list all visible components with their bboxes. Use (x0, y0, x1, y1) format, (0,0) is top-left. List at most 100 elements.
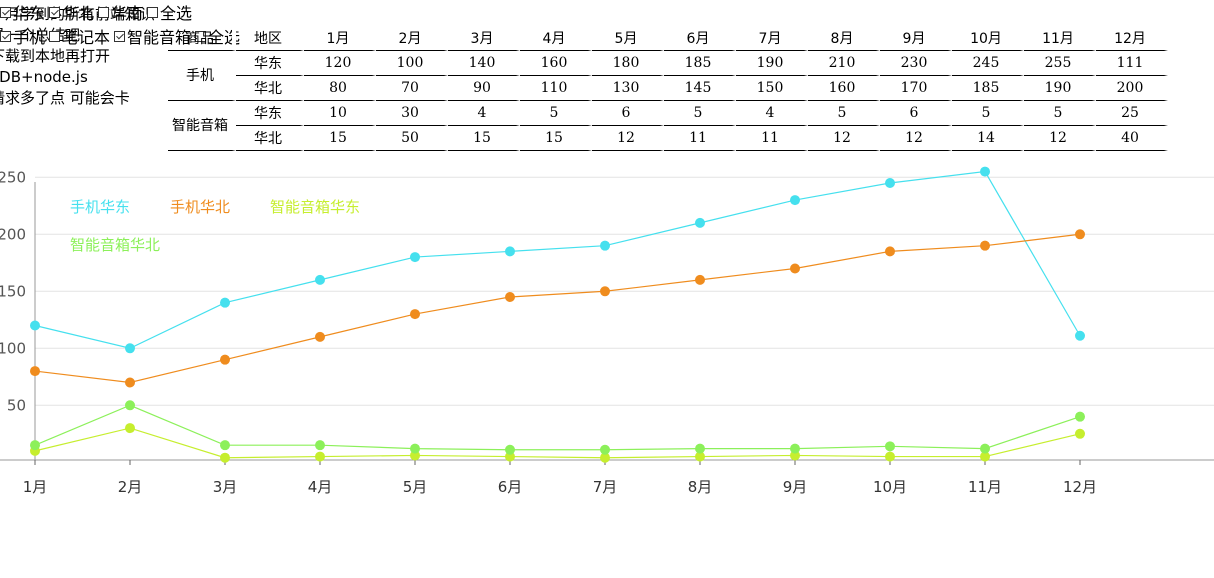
cell-product: 手机 (168, 51, 236, 101)
checkbox-icon[interactable] (147, 6, 159, 18)
product-option[interactable]: 智能音箱 (114, 24, 191, 48)
cell-value: 5 (1024, 101, 1096, 126)
header-month: 8月 (808, 26, 880, 51)
cell-value: 4 (736, 101, 808, 126)
table-row: 手机 华东 120 100 140 160 180 185 190 210 230 245 255 111 (168, 51, 1168, 101)
data-point (885, 451, 895, 462)
cell-value: 230 (880, 51, 952, 76)
header-month: 5月 (592, 26, 664, 51)
data-point (600, 452, 610, 463)
x-tick-label: 3月 (213, 478, 238, 496)
cell-value: 15 (520, 126, 592, 151)
header-month: 6月 (664, 26, 736, 51)
sales-table: 商品 地区 1月 2月 3月 4月 5月 6月 7月 8月 9月 10月 11月 12月 手机 华东 120 10… (168, 26, 1168, 151)
cell-value: 90 (448, 76, 520, 101)
x-tick-label: 11月 (968, 478, 1002, 496)
data-point (220, 452, 230, 463)
header-month: 1月 (304, 26, 376, 51)
data-point (505, 444, 515, 455)
y-tick-label: 100 (0, 339, 26, 357)
header-month: 7月 (736, 26, 808, 51)
data-point (885, 246, 895, 257)
product-option[interactable]: 手机 (0, 24, 45, 48)
region-option[interactable]: 华东 (0, 0, 45, 24)
data-point (1075, 411, 1085, 422)
cell-region: 华东 (236, 101, 304, 126)
note-line: 下载到本地再打开 (0, 47, 111, 65)
x-tick-label: 7月 (593, 478, 618, 496)
table-row: 华北 80 70 90 110 130 145 150 160 170 185 190 200 (168, 76, 1168, 101)
x-tick-label: 2月 (118, 478, 143, 496)
header-month: 10月 (952, 26, 1024, 51)
cell-value: 4 (448, 101, 520, 126)
cell-value: 5 (664, 101, 736, 126)
checkbox-icon[interactable] (0, 6, 11, 18)
note-line: 是一个总结吧 (0, 26, 81, 44)
region-option[interactable]: 华北 (49, 0, 94, 24)
data-point (220, 440, 230, 451)
data-point (125, 423, 135, 434)
y-tick-label: 50 (7, 396, 26, 414)
cell-value: 14 (952, 126, 1024, 151)
data-point (125, 400, 135, 411)
note-line: oDB+node.js (0, 68, 88, 86)
data-point (790, 263, 800, 274)
cell-value: 190 (736, 51, 808, 76)
legend-item: 智能音箱华东 (270, 198, 360, 216)
data-point (1075, 229, 1085, 240)
data-point (410, 450, 420, 461)
data-point (505, 451, 515, 462)
y-tick-label: 200 (0, 225, 26, 243)
cell-value: 6 (592, 101, 664, 126)
cell-value: 185 (952, 76, 1024, 101)
cell-value: 25 (1096, 101, 1168, 126)
data-point (695, 274, 705, 285)
data-point (410, 252, 420, 263)
data-point (980, 443, 990, 454)
series-line (34, 404, 1081, 451)
region-option-label: 华北 (62, 4, 95, 23)
cell-value: 255 (1024, 51, 1096, 76)
checkbox-icon[interactable] (49, 30, 61, 42)
cell-value: 100 (376, 51, 448, 76)
data-point (410, 443, 420, 454)
cell-value: 5 (952, 101, 1024, 126)
x-tick-label: 1月 (23, 478, 48, 496)
cell-value: 12 (808, 126, 880, 151)
x-tick-label: 10月 (873, 478, 907, 496)
cell-value: 145 (664, 76, 736, 101)
cell-value: 190 (1024, 76, 1096, 101)
data-point (220, 297, 230, 308)
cell-product: 智能音箱 (168, 101, 236, 151)
checkbox-icon[interactable] (49, 6, 61, 18)
cell-region: 华东 (236, 51, 304, 76)
cell-value: 5 (520, 101, 592, 126)
series-line (34, 170, 1081, 349)
cell-value: 10 (304, 101, 376, 126)
header-month: 9月 (880, 26, 952, 51)
notes-panel: 个月学到的所有前端知识是一个总结吧下载到本地再打开 oDB+node.js 请求多了… (0, 4, 155, 109)
cell-value: 30 (376, 101, 448, 126)
data-point (315, 451, 325, 462)
checkbox-icon[interactable] (114, 30, 126, 42)
region-option[interactable]: 华南 (98, 0, 143, 24)
product-option[interactable]: 笔记本 (49, 24, 110, 48)
header-month: 2月 (376, 26, 448, 51)
cell-value: 11 (736, 126, 808, 151)
legend-item: 手机华东 (70, 198, 130, 216)
header-month: 4月 (520, 26, 592, 51)
data-point (220, 354, 230, 365)
product-option-label: 智能音箱 (127, 28, 192, 47)
header-month: 12月 (1096, 26, 1168, 51)
region-option[interactable]: 全选 (147, 0, 192, 24)
y-tick-label: 150 (0, 282, 26, 300)
header-product: 商品 (168, 26, 236, 51)
cell-value: 11 (664, 126, 736, 151)
checkbox-icon[interactable] (0, 30, 11, 42)
cell-value: 150 (736, 76, 808, 101)
data-point (505, 246, 515, 257)
data-point (1075, 428, 1085, 439)
header-month: 11月 (1024, 26, 1096, 51)
checkbox-icon[interactable] (195, 30, 207, 42)
checkbox-icon[interactable] (98, 6, 110, 18)
